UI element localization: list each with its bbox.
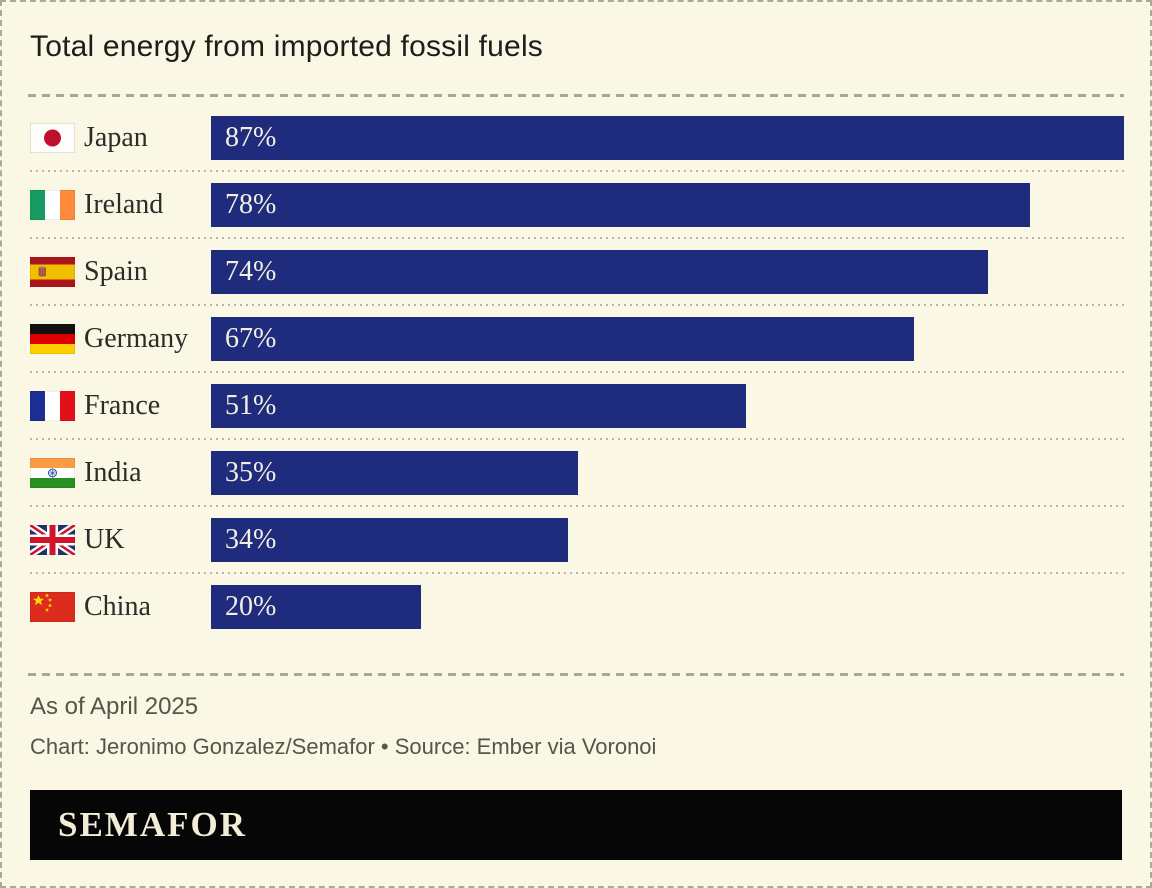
bar-china: 20% [211,584,421,629]
chart-title: Total energy from imported fossil fuels [30,30,544,63]
chart-note: As of April 2025 [30,692,199,720]
country-label: UK [84,523,125,555]
row-separator [30,236,1124,239]
bar-value-label: 20% [225,590,277,622]
bottom-divider [28,672,1124,676]
bar-spain: 74% [211,249,988,294]
country-label: Japan [84,121,148,153]
top-divider [28,93,1124,97]
chart-row: China 20% [28,584,1124,629]
bar-value-label: 74% [225,255,277,287]
bar-india: 35% [211,450,579,495]
bar-track: 78% [211,182,1124,227]
row-separator [30,303,1124,306]
bar-value-label: 87% [225,121,277,153]
bar-track: 20% [211,584,1124,629]
country-label: France [84,389,161,421]
bar-value-label: 34% [225,523,277,555]
bar-germany: 67% [211,316,915,361]
chart-row: Ireland 78% [28,182,1124,227]
semafor-logo: SEMAFOR [58,804,247,844]
bar-track: 74% [211,249,1124,294]
uk-flag-icon [30,524,75,555]
chart-credit: Chart: Jeronimo Gonzalez/Semafor • Sourc… [30,734,657,760]
spain-flag-icon [30,256,75,287]
chart-row: India 35% [28,450,1124,495]
bar-track: 51% [211,383,1124,428]
ireland-flag-icon [30,189,75,220]
germany-flag-icon [30,323,75,354]
france-flag-icon [30,390,75,421]
row-separator [30,504,1124,507]
bar-track: 87% [211,115,1124,160]
bar-ireland: 78% [211,182,1030,227]
bar-japan: 87% [211,115,1124,160]
country-label: India [84,456,142,488]
row-separator [30,370,1124,373]
country-label: Ireland [84,188,164,220]
bar-value-label: 35% [225,456,277,488]
bar-track: 67% [211,316,1124,361]
japan-flag-icon [30,122,75,153]
bar-value-label: 78% [225,188,277,220]
bar-track: 35% [211,450,1124,495]
bar-value-label: 51% [225,389,277,421]
bar-uk: 34% [211,517,568,562]
row-separator [30,437,1124,440]
row-separator [30,571,1124,574]
chart-row: Germany 67% [28,316,1124,361]
row-separator [30,169,1124,172]
chart-row: France 51% [28,383,1124,428]
chart-row: UK 34% [28,517,1124,562]
country-label: China [84,590,151,622]
chart-row: Spain 74% [28,249,1124,294]
india-flag-icon [30,457,75,488]
bar-value-label: 67% [225,322,277,354]
bar-france: 51% [211,383,747,428]
country-label: Spain [84,255,148,287]
china-flag-icon [30,591,75,622]
semafor-banner: SEMAFOR [30,789,1122,860]
bar-track: 34% [211,517,1124,562]
chart-row: Japan 87% [28,115,1124,160]
country-label: Germany [84,322,189,354]
chart-rows: Japan 87% Ireland 78% Spain 74% Germany [28,115,1124,629]
